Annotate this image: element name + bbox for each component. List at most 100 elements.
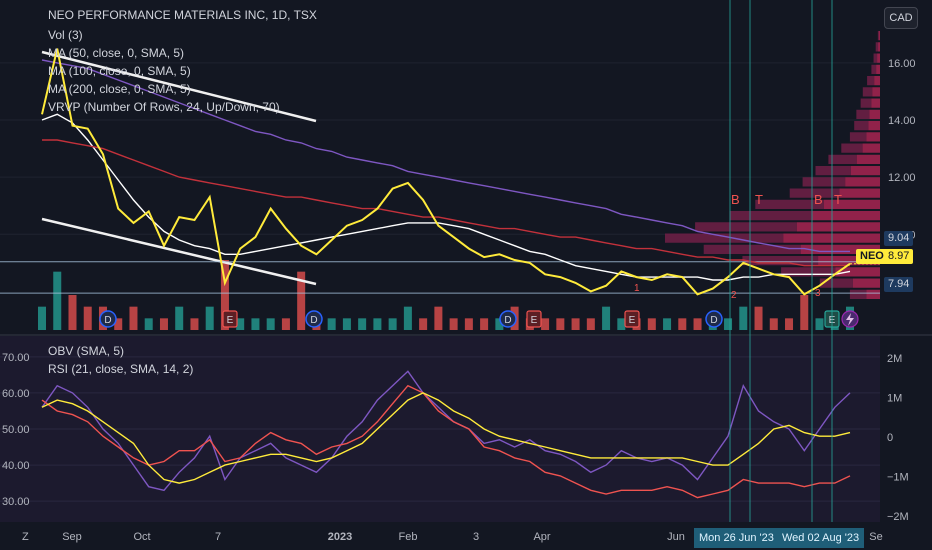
- earnings-icon[interactable]: E: [624, 310, 640, 328]
- volume-bar: [205, 306, 214, 330]
- obv-tick-label: −2M: [887, 511, 909, 523]
- volume-profile-row: [852, 278, 880, 288]
- volume-bar: [800, 295, 809, 330]
- volume-profile-row: [879, 31, 880, 41]
- volume-bar: [190, 318, 199, 330]
- dividend-icon[interactable]: D: [705, 310, 723, 328]
- ma100-line: [42, 139, 850, 267]
- volume-bar: [297, 271, 306, 330]
- marker-t2: T: [834, 192, 842, 207]
- currency-button[interactable]: CAD: [884, 7, 918, 29]
- volume-bar: [739, 306, 748, 330]
- event-icons[interactable]: DEDDEEDE: [99, 310, 859, 328]
- main-price-pane[interactable]: B T B T 1 2 3 DEDDEEDE 16.0014.0012.0010…: [0, 0, 916, 334]
- time-tick-label: 2023: [328, 531, 352, 543]
- earnings-icon[interactable]: E: [526, 310, 542, 328]
- volume-profile-row: [665, 233, 784, 243]
- volume-bar: [769, 318, 778, 330]
- obv-axis: 2M 1M 0 −1M −2M: [887, 353, 909, 523]
- volume-profile-row: [802, 177, 846, 187]
- volume-profile-row: [755, 199, 824, 209]
- oscillator-grid: [0, 356, 880, 502]
- volume-profile-row: [815, 166, 851, 176]
- time-tick-label: Feb: [399, 531, 418, 543]
- chart-title: NEO PERFORMANCE MATERIALS INC, 1D, TSX: [48, 8, 317, 22]
- indicator-legend-item[interactable]: VRVP (Number Of Rows, 24, Up/Down, 70): [48, 100, 280, 114]
- volume-profile-row: [839, 188, 880, 198]
- indicator-legend-item[interactable]: MA (200, close, 0, SMA, 5): [48, 82, 191, 96]
- marker-1: 1: [634, 283, 640, 294]
- volume-bar: [434, 306, 443, 330]
- volume-bar: [663, 318, 672, 330]
- volume-bar: [342, 318, 351, 330]
- volume-profile-row: [860, 98, 872, 108]
- volume-profile-row: [841, 143, 863, 153]
- volume-bar: [38, 306, 46, 330]
- time-tick-label: Jun: [667, 531, 685, 543]
- svg-text:D: D: [504, 315, 511, 326]
- marker-3: 3: [815, 288, 821, 299]
- dividend-icon[interactable]: D: [499, 310, 517, 328]
- zoom-glyph[interactable]: Z: [22, 531, 29, 543]
- obv-tick-label: −1M: [887, 472, 909, 484]
- volume-bar: [419, 318, 428, 330]
- lightning-icon[interactable]: [841, 310, 859, 328]
- volume-profile-row: [866, 132, 880, 142]
- volume-bar: [754, 306, 763, 330]
- oscillator-lines: [41, 370, 851, 499]
- volume-profile-row: [729, 211, 813, 221]
- dividend-icon[interactable]: D: [305, 310, 323, 328]
- volume-profile-row: [789, 188, 840, 198]
- volume-bar: [68, 295, 77, 330]
- volume-profile-row: [862, 87, 873, 97]
- volume-bar: [495, 318, 504, 330]
- ma50-line: [41, 113, 851, 281]
- volume-profile-row: [876, 64, 880, 74]
- volume-bar: [53, 271, 62, 330]
- volume-bar: [815, 318, 824, 330]
- close-price-line: [41, 48, 851, 296]
- svg-text:E: E: [227, 315, 234, 326]
- volume-bar: [388, 318, 397, 330]
- rsi-tick-label: 40.00: [2, 460, 30, 472]
- volume-bar: [647, 318, 656, 330]
- svg-text:E: E: [531, 315, 538, 326]
- svg-text:D: D: [310, 315, 317, 326]
- trendlines: [41, 50, 317, 286]
- vertical-date-lines: [729, 0, 833, 525]
- volume-bar: [464, 318, 473, 330]
- volume-profile-row: [796, 222, 880, 232]
- volume-bar: [114, 318, 123, 330]
- rsi-line: [41, 370, 851, 492]
- volume-profile-row: [818, 256, 880, 266]
- price-tick-label: 16.00: [888, 58, 916, 70]
- oscillator-legend-item[interactable]: OBV (SMA, 5): [48, 344, 125, 358]
- volume-bar: [281, 318, 290, 330]
- volume-bar: [129, 306, 138, 330]
- volume-profile-row: [742, 256, 819, 266]
- volume-bar: [159, 318, 168, 330]
- ma200-line: [41, 59, 850, 253]
- volume-bar: [785, 318, 794, 330]
- indicator-legend-item[interactable]: MA (50, close, 0, SMA, 5): [48, 46, 185, 60]
- volume-bar: [175, 306, 184, 330]
- oscillator-pane[interactable]: 70.00 60.00 50.00 40.00 30.00 2M 1M 0 −1M −2M: [0, 336, 909, 523]
- indicator-legend-item[interactable]: MA (100, close, 0, SMA, 5): [48, 64, 191, 78]
- marker-b2: B: [814, 192, 823, 207]
- volume-profile-row: [812, 211, 880, 221]
- volume-profile-row: [871, 98, 880, 108]
- indicator-legend-item[interactable]: Vol (3): [48, 28, 83, 42]
- volume-bar: [571, 318, 580, 330]
- earnings-icon[interactable]: E: [222, 310, 238, 328]
- oscillator-legend-item[interactable]: RSI (21, close, SMA, 14, 2): [48, 362, 194, 376]
- time-tick-label: Oct: [133, 531, 150, 543]
- volume-bar: [724, 318, 733, 330]
- volume-profile-row: [871, 64, 877, 74]
- svg-text:E: E: [629, 315, 636, 326]
- upper-trendline: [41, 50, 317, 123]
- volume-profile-row: [868, 121, 880, 131]
- dividend-icon[interactable]: D: [99, 310, 117, 328]
- rsi-tick-label: 30.00: [2, 496, 30, 508]
- volume-bar: [220, 260, 229, 330]
